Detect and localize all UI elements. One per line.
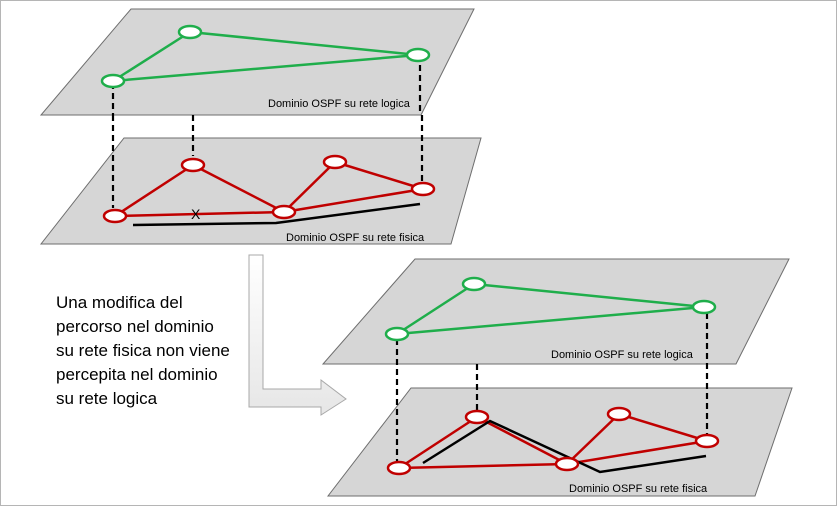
physical-link [398, 415, 478, 470]
physical-link [192, 163, 285, 214]
mapping-lines-after [395, 313, 709, 461]
physical-router-node [322, 154, 348, 170]
physical-link [114, 210, 285, 218]
physical-router-node [102, 208, 128, 224]
logical-link [396, 282, 475, 336]
logical-nodes-before [100, 24, 431, 89]
physical-router-node [694, 433, 720, 449]
physical-link [283, 187, 424, 214]
physical-router-node [410, 181, 436, 197]
logical-router-node [177, 24, 203, 40]
physical-link [398, 462, 568, 470]
physical-router-node [271, 204, 297, 220]
scene-before: Dominio OSPF su rete logica Dominio OSPF… [39, 8, 482, 245]
physical-path-after [422, 419, 707, 474]
physical-path-before [132, 202, 421, 227]
transition-arrow [248, 254, 347, 416]
logical-router-node [100, 73, 126, 89]
logical-link [112, 53, 419, 83]
mapping-lines-before [111, 55, 424, 208]
physical-link [566, 439, 708, 466]
logical-link [112, 30, 191, 83]
physical-router-node [554, 456, 580, 472]
logical-link [189, 30, 419, 57]
caption-line: Una modifica del [56, 293, 183, 312]
logical-nodes-after [384, 276, 717, 342]
logical-plane-label-before: Dominio OSPF su rete logica [268, 98, 411, 110]
logical-router-node [691, 299, 717, 315]
physical-plane-after [326, 387, 793, 497]
physical-link [114, 163, 194, 218]
physical-router-node [180, 157, 206, 173]
physical-links-before [114, 160, 424, 218]
caption-line: su rete logica [56, 389, 158, 408]
link-failure-mark: X [191, 206, 201, 222]
logical-router-node [461, 276, 487, 292]
logical-links-before [112, 30, 419, 83]
physical-router-node [386, 460, 412, 476]
physical-router-node [464, 409, 490, 425]
logical-link [473, 282, 705, 309]
caption-line: percepita nel dominio [56, 365, 218, 384]
logical-router-node [405, 47, 431, 63]
logical-plane-label-after: Dominio OSPF su rete logica [551, 349, 694, 361]
physical-link [566, 413, 620, 465]
physical-link [476, 415, 568, 466]
logical-plane-after [321, 258, 790, 365]
physical-plane-before [39, 137, 482, 245]
physical-link [283, 161, 336, 213]
physical-plane-label-before: Dominio OSPF su rete fisica [286, 232, 425, 244]
scene-after: Dominio OSPF su rete logica Dominio OSPF… [321, 258, 793, 497]
physical-nodes-after [386, 406, 720, 476]
caption-line: percorso nel dominio [56, 317, 214, 336]
physical-router-node [606, 406, 632, 422]
logical-link [396, 305, 705, 336]
logical-links-after [396, 282, 705, 336]
caption-line: su rete fisica non viene [56, 341, 230, 360]
physical-link [618, 412, 708, 443]
logical-router-node [384, 326, 410, 342]
physical-nodes-before [102, 154, 436, 224]
physical-plane-label-after: Dominio OSPF su rete fisica [569, 483, 708, 495]
physical-links-after [398, 412, 708, 470]
explanation-caption: Una modifica del percorso nel dominio su… [56, 291, 266, 411]
physical-link [334, 160, 424, 191]
